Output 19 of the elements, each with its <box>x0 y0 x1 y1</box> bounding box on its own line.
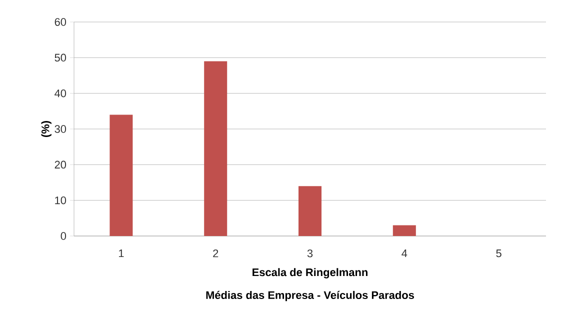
y-axis-title: (%) <box>41 121 52 137</box>
y-tick-label: 30 <box>54 125 66 133</box>
x-tick-label: 3 <box>307 250 313 258</box>
y-tick-label: 0 <box>60 232 66 240</box>
x-axis-title: Escala de Ringelmann <box>252 268 368 278</box>
text: Médias das Empresa - Veículos Parados <box>206 290 414 302</box>
y-tick-label: 10 <box>55 196 66 204</box>
x-tick-label: 1 <box>118 250 124 258</box>
bar <box>392 225 416 236</box>
bar <box>110 114 133 236</box>
y-tick-label: 40 <box>54 89 66 98</box>
bar <box>204 61 228 236</box>
x-tick-label: 2 <box>213 250 218 258</box>
x-tick-label: 4 <box>402 250 408 258</box>
y-tick-label: 60 <box>54 18 66 26</box>
y-tick-label: 50 <box>54 54 66 62</box>
x-tick-label: 5 <box>496 250 502 258</box>
bar <box>298 186 322 236</box>
y-tick-label: 20 <box>54 160 66 169</box>
